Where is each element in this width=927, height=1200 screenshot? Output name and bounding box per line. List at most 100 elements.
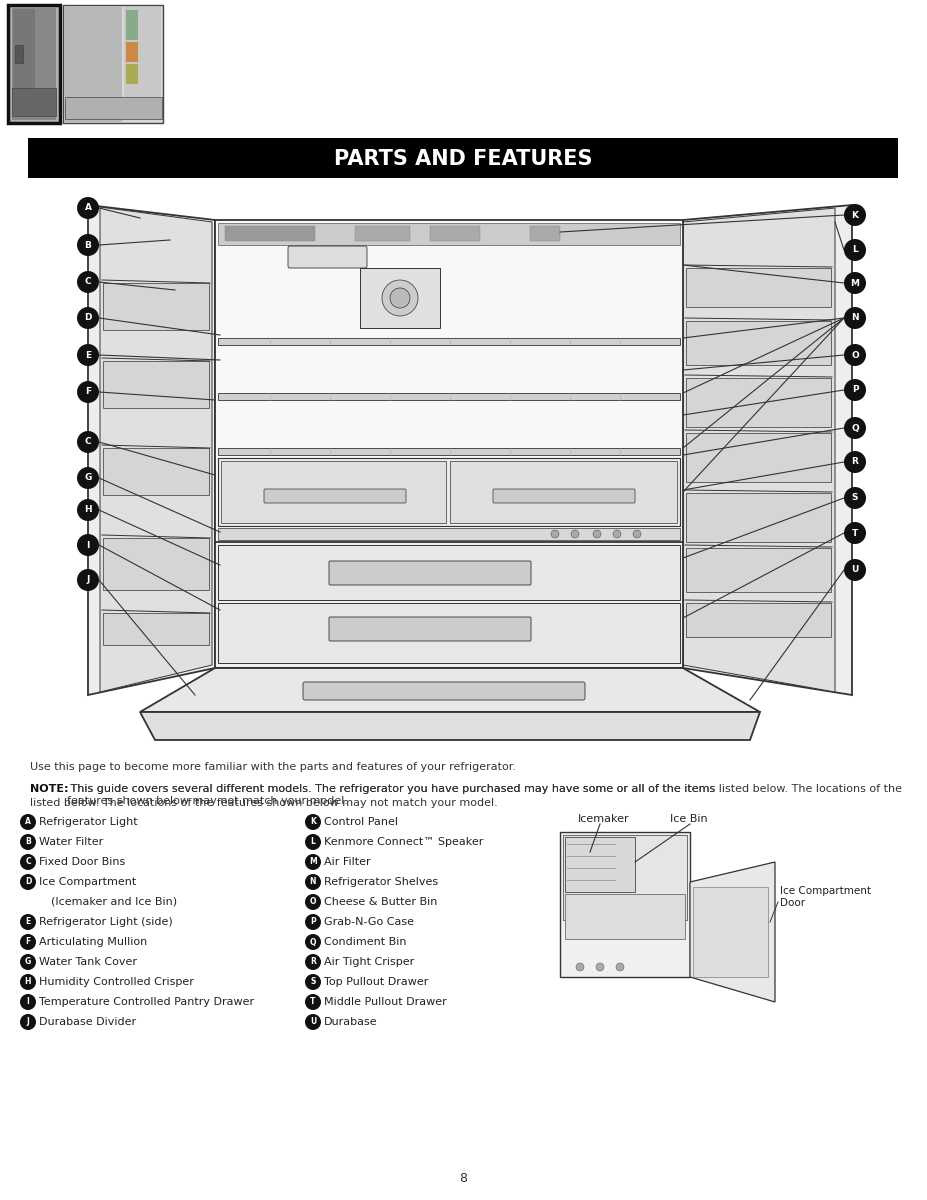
Text: D: D: [25, 877, 32, 887]
FancyBboxPatch shape: [530, 226, 560, 241]
Text: Q: Q: [851, 424, 859, 432]
Text: Humidity Controlled Crisper: Humidity Controlled Crisper: [39, 977, 194, 986]
Circle shape: [596, 962, 604, 971]
Text: Top Pullout Drawer: Top Pullout Drawer: [324, 977, 428, 986]
Text: Refrigerator Light: Refrigerator Light: [39, 817, 137, 827]
Text: B: B: [25, 838, 31, 846]
Circle shape: [305, 874, 321, 890]
FancyBboxPatch shape: [218, 448, 680, 455]
Circle shape: [382, 280, 418, 316]
Text: Use this page to become more familiar with the parts and features of your refrig: Use this page to become more familiar wi…: [30, 762, 516, 772]
Text: N: N: [851, 313, 858, 323]
Circle shape: [77, 382, 99, 403]
Circle shape: [20, 934, 36, 950]
Text: P: P: [852, 385, 858, 395]
FancyBboxPatch shape: [215, 220, 683, 668]
Text: This guide covers several different models. The refrigerator you have purchased : This guide covers several different mode…: [67, 784, 902, 805]
FancyBboxPatch shape: [103, 283, 209, 330]
FancyBboxPatch shape: [15, 44, 23, 62]
FancyBboxPatch shape: [493, 490, 635, 503]
Circle shape: [844, 559, 866, 581]
Circle shape: [844, 204, 866, 226]
FancyBboxPatch shape: [303, 682, 585, 700]
FancyBboxPatch shape: [563, 835, 687, 920]
Circle shape: [77, 534, 99, 556]
Circle shape: [305, 934, 321, 950]
FancyBboxPatch shape: [63, 5, 163, 122]
Circle shape: [844, 239, 866, 260]
Text: U: U: [851, 565, 858, 575]
FancyBboxPatch shape: [693, 887, 768, 977]
Text: Temperature Controlled Pantry Drawer: Temperature Controlled Pantry Drawer: [39, 997, 254, 1007]
Circle shape: [77, 431, 99, 452]
FancyBboxPatch shape: [126, 64, 138, 84]
Circle shape: [633, 530, 641, 538]
Text: R: R: [852, 457, 858, 467]
Text: K: K: [310, 817, 316, 827]
Text: G: G: [84, 474, 92, 482]
Circle shape: [77, 569, 99, 590]
Circle shape: [613, 530, 621, 538]
Text: Condiment Bin: Condiment Bin: [324, 937, 407, 947]
FancyBboxPatch shape: [560, 832, 690, 977]
FancyBboxPatch shape: [288, 246, 367, 268]
Text: Durabase: Durabase: [324, 1018, 377, 1027]
Text: H: H: [84, 505, 92, 515]
Polygon shape: [88, 205, 215, 695]
FancyBboxPatch shape: [124, 7, 161, 97]
Circle shape: [20, 914, 36, 930]
Text: Water Tank Cover: Water Tank Cover: [39, 958, 137, 967]
Text: E: E: [85, 350, 91, 360]
Circle shape: [844, 451, 866, 473]
FancyBboxPatch shape: [65, 97, 162, 119]
FancyBboxPatch shape: [264, 490, 406, 503]
Circle shape: [20, 854, 36, 870]
FancyBboxPatch shape: [218, 223, 680, 245]
Polygon shape: [683, 205, 852, 695]
Circle shape: [844, 379, 866, 401]
Circle shape: [305, 834, 321, 850]
FancyBboxPatch shape: [565, 894, 685, 938]
FancyBboxPatch shape: [686, 433, 831, 482]
Circle shape: [551, 530, 559, 538]
Text: F: F: [25, 937, 31, 947]
Circle shape: [20, 1014, 36, 1030]
Circle shape: [77, 344, 99, 366]
Text: M: M: [309, 858, 317, 866]
Polygon shape: [683, 208, 835, 692]
FancyBboxPatch shape: [686, 268, 831, 307]
FancyBboxPatch shape: [103, 538, 209, 590]
Text: S: S: [311, 978, 316, 986]
Text: F: F: [85, 388, 91, 396]
FancyBboxPatch shape: [565, 838, 635, 892]
Circle shape: [844, 272, 866, 294]
Text: M: M: [850, 278, 859, 288]
FancyBboxPatch shape: [225, 226, 315, 241]
FancyBboxPatch shape: [329, 560, 531, 584]
Text: R: R: [310, 958, 316, 966]
Text: T: T: [311, 997, 316, 1007]
Text: J: J: [27, 1018, 30, 1026]
FancyBboxPatch shape: [686, 493, 831, 542]
FancyBboxPatch shape: [12, 8, 56, 120]
FancyBboxPatch shape: [103, 613, 209, 646]
Text: Ice Compartment: Ice Compartment: [39, 877, 136, 887]
Circle shape: [20, 834, 36, 850]
Circle shape: [77, 234, 99, 256]
Text: Refrigerator Light (side): Refrigerator Light (side): [39, 917, 172, 926]
FancyBboxPatch shape: [218, 528, 680, 540]
Text: Ice Bin: Ice Bin: [670, 814, 707, 824]
Circle shape: [593, 530, 601, 538]
Text: A: A: [25, 817, 31, 827]
FancyBboxPatch shape: [218, 458, 680, 526]
Circle shape: [305, 854, 321, 870]
Polygon shape: [690, 862, 775, 1002]
FancyBboxPatch shape: [355, 226, 410, 241]
Text: S: S: [852, 493, 858, 503]
Text: L: L: [311, 838, 315, 846]
Text: Cheese & Butter Bin: Cheese & Butter Bin: [324, 898, 438, 907]
Text: Q: Q: [310, 937, 316, 947]
Circle shape: [616, 962, 624, 971]
Circle shape: [305, 974, 321, 990]
Circle shape: [305, 894, 321, 910]
